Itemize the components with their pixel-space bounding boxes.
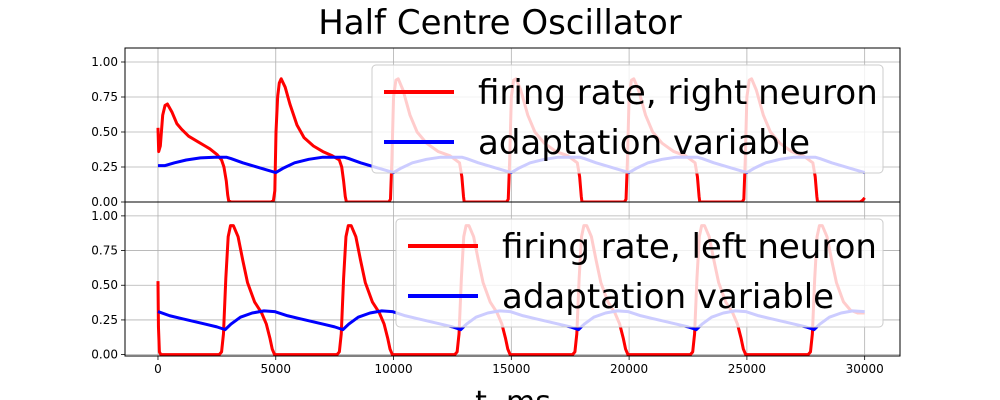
legend-box bbox=[395, 218, 884, 328]
x-tick-label: 10000 bbox=[374, 362, 412, 376]
legend-label: adaptation variable bbox=[478, 123, 810, 163]
y-tick-label: 0.75 bbox=[91, 244, 118, 258]
legend-label: firing rate, right neuron bbox=[478, 73, 878, 113]
y-tick-label: 0.50 bbox=[91, 278, 118, 292]
y-tick-label: 0.25 bbox=[91, 313, 118, 327]
x-tick-label: 5000 bbox=[260, 362, 291, 376]
bottom-panel: 0.00 0.25 0.50 0.75 1.00 firing rate, left ne… bbox=[91, 201, 901, 362]
y-tick-label: 1.00 bbox=[91, 55, 118, 69]
y-tick-label: 0.00 bbox=[91, 348, 118, 362]
legend-label: firing rate, left neuron bbox=[502, 227, 877, 267]
x-axis-label: t, ms bbox=[475, 385, 551, 400]
x-tick-label: 15000 bbox=[492, 362, 530, 376]
y-tick-label: 0.75 bbox=[91, 90, 118, 104]
series-line-firing-rate bbox=[156, 77, 866, 202]
series-line-firing-rate bbox=[156, 224, 865, 356]
x-axis-ticks: 0 5000 10000 15000 20000 25000 30000 bbox=[154, 356, 884, 376]
y-tick-label: 0.25 bbox=[91, 160, 118, 174]
x-tick-label: 20000 bbox=[610, 362, 648, 376]
legend-box bbox=[371, 64, 884, 174]
x-tick-label: 30000 bbox=[846, 362, 884, 376]
axes-frame bbox=[124, 201, 901, 357]
top-panel: 0.00 0.25 0.50 0.75 1.00 firing rate, right n… bbox=[91, 47, 901, 209]
x-tick-label: 0 bbox=[154, 362, 162, 376]
legend-label: adaptation variable bbox=[502, 277, 834, 317]
chart-title: Half Centre Oscillator bbox=[318, 3, 682, 43]
y-tick-label: 0.50 bbox=[91, 125, 118, 139]
y-tick-label: 1.00 bbox=[91, 209, 118, 223]
x-tick-label: 25000 bbox=[728, 362, 766, 376]
y-tick-label: 0.00 bbox=[91, 195, 118, 209]
